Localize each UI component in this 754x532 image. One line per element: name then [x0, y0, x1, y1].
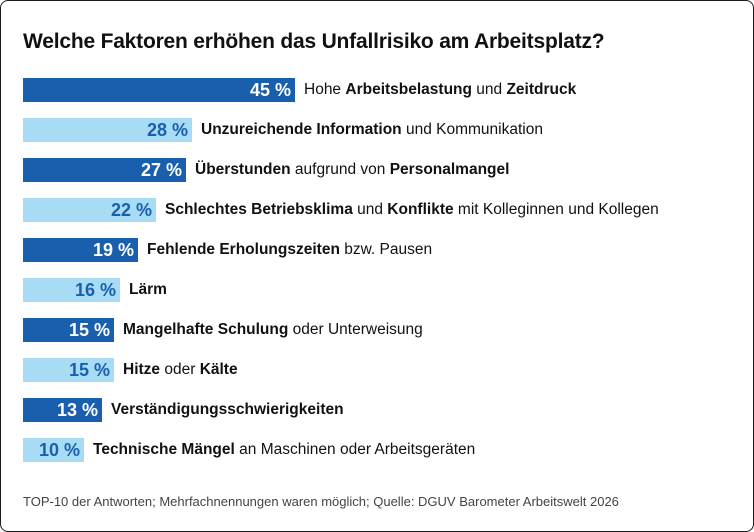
category-label-segment: Personalmangel: [389, 161, 510, 178]
bar-value-label: 27 %: [140, 159, 182, 180]
category-label-segment: und: [352, 201, 388, 218]
category-label: Schlechtes Betriebsklima und Konflikte m…: [165, 198, 659, 222]
category-label: Überstunden aufgrund von Personalmangel: [195, 158, 509, 182]
bar-8: 15 %: [23, 358, 114, 382]
category-label-segment: an Maschinen oder Arbeitsgeräten: [234, 441, 476, 458]
category-label-segment: Fehlende Erholungszeiten: [147, 241, 340, 258]
bar-9: 13 %: [23, 398, 102, 422]
category-label-segment: Lärm: [129, 281, 167, 298]
bar-value-label: 45 %: [249, 79, 291, 100]
bar-6: 16 %: [23, 278, 120, 302]
bar-chart: 45 % Hohe Arbeitsbelastung und Zeitdruck 2…: [23, 0, 743, 500]
category-label: Verständigungsschwierigkeiten: [111, 398, 344, 422]
category-label-segment: aufgrund von: [290, 161, 390, 178]
category-label-segment: Mangelhafte Schulung: [123, 321, 289, 338]
bar-value-label: 13 %: [56, 399, 98, 420]
category-label-segment: und Kommunikation: [401, 121, 543, 138]
category-label-segment: Konflikte: [387, 201, 454, 218]
category-label: Hitze oder Kälte: [123, 358, 238, 382]
category-label-segment: oder: [160, 361, 200, 378]
category-label-segment: Schlechtes Betriebsklima: [165, 201, 353, 218]
category-label: Fehlende Erholungszeiten bzw. Pausen: [147, 238, 432, 262]
bar-10: 10 %: [23, 438, 84, 462]
category-label-segment: Technische Mängel: [93, 441, 235, 458]
chart-title: Welche Faktoren erhöhen das Unfallrisiko…: [23, 30, 605, 53]
bar-7: 15 %: [23, 318, 114, 342]
category-label: Mangelhafte Schulung oder Unterweisung: [123, 318, 423, 342]
bar-value-label: 22 %: [110, 199, 152, 220]
bar-value-label: 19 %: [92, 239, 134, 260]
category-label-segment: Unzureichende Information: [201, 121, 402, 138]
category-label: Lärm: [129, 278, 167, 302]
bar-2: 28 %: [23, 118, 192, 142]
bar-value-label: 15 %: [68, 359, 110, 380]
category-label-segment: oder Unterweisung: [288, 321, 423, 338]
bar-3: 27 %: [23, 158, 186, 182]
category-label-segment: Kälte: [199, 361, 238, 378]
category-label-segment: Zeitdruck: [506, 81, 577, 98]
bar-value-label: 10 %: [38, 439, 80, 460]
source-footnote: TOP-10 der Antworten; Mehrfachnennungen …: [23, 494, 619, 509]
category-label-segment: Hohe: [304, 81, 346, 98]
bar-1: 45 %: [23, 78, 295, 102]
category-label-segment: und: [471, 81, 507, 98]
category-label-segment: Verständigungsschwierigkeiten: [111, 401, 344, 418]
bar-4: 22 %: [23, 198, 156, 222]
category-label-segment: Arbeitsbelastung: [345, 81, 472, 98]
category-label-segment: mit Kolleginnen und Kollegen: [453, 201, 659, 218]
category-label: Unzureichende Information und Kommunikat…: [201, 118, 543, 142]
bar-value-label: 16 %: [74, 279, 116, 300]
category-label: Hohe Arbeitsbelastung und Zeitdruck: [304, 78, 576, 102]
category-label-segment: Hitze: [123, 361, 161, 378]
bar-value-label: 15 %: [68, 319, 110, 340]
category-label-segment: bzw. Pausen: [339, 241, 433, 258]
bar-value-label: 28 %: [146, 119, 188, 140]
category-label-segment: Überstunden: [195, 161, 291, 178]
bar-5: 19 %: [23, 238, 138, 262]
category-label: Technische Mängel an Maschinen oder Arbe…: [93, 438, 475, 462]
